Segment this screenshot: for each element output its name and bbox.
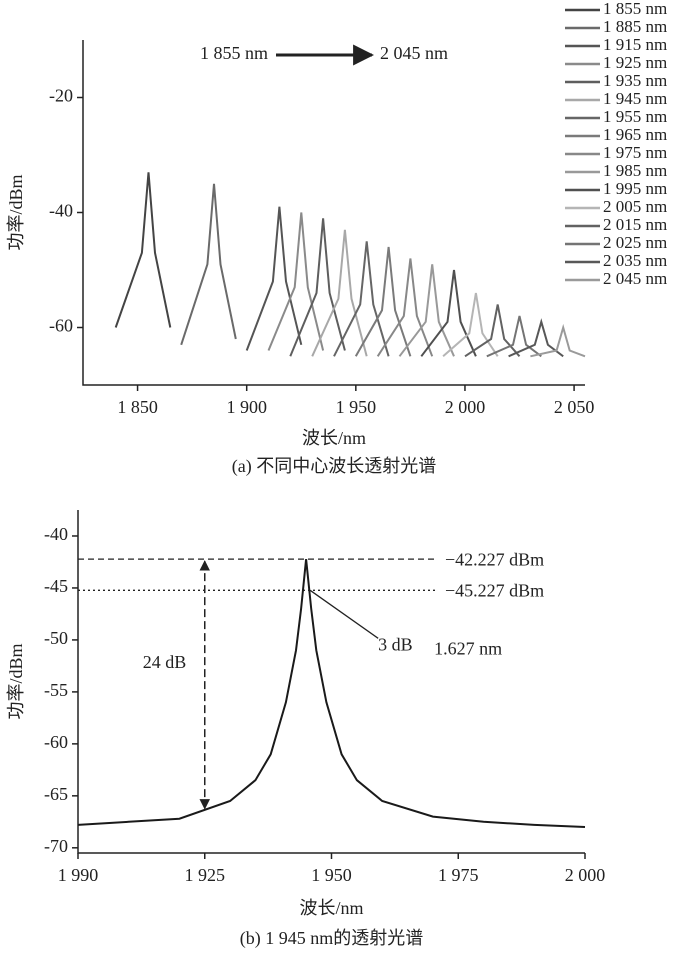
pointer-line [309,589,379,639]
spectrum-line [464,304,521,358]
legend-label: 2 035 nm [603,251,667,270]
legend-label: 1 915 nm [603,35,667,54]
x-tick-label: 2 000 [565,865,606,885]
spectrum-line [486,315,542,358]
y-tick-label: -65 [44,784,68,804]
spectrum-line [289,218,346,357]
axis-line [82,40,585,386]
bandwidth-level: 3 dB [378,634,413,654]
x-tick-label: 1 990 [58,865,99,885]
spectrum-line [267,212,325,351]
y-tick-label: -55 [44,680,68,700]
legend-label: 1 995 nm [603,179,667,198]
spectrum-line [77,558,586,828]
spectrum-line [398,264,455,357]
y-tick-label: -40 [49,201,73,221]
legend-label: 1 885 nm [603,17,667,36]
spectrum-line [311,229,368,357]
legend-label: 2 015 nm [603,215,667,234]
spectrum-line [442,292,499,358]
spectrum-line [354,246,412,357]
spectrum-line [530,323,586,358]
spectrum-line [508,318,564,358]
y-tick-label: -60 [44,732,68,752]
x-tick-label: 2 050 [554,397,595,417]
y-tick-label: -50 [44,628,68,648]
spectrum-line [420,269,477,357]
y-axis-label: 功率/dBm [6,643,26,719]
legend-label: 1 965 nm [603,125,667,144]
legend-label: 2 005 nm [603,197,667,216]
reference-label: −45.227 dBm [445,580,544,600]
x-tick-label: 1 850 [117,397,158,417]
x-axis-label: 波长/nm [302,428,366,448]
spectrum-line [114,172,172,328]
legend-label: 1 975 nm [603,143,667,162]
y-axis-label: 功率/dBm [6,174,26,250]
annotation-to: 2 045 nm [380,43,448,63]
legend-label: 1 855 nm [603,0,667,18]
y-tick-label: -20 [49,86,73,106]
legend-label: 2 045 nm [603,269,667,288]
caption: (a) 不同中心波长透射光谱 [232,456,436,477]
x-tick-label: 1 975 [438,865,479,885]
x-axis-label: 波长/nm [299,898,363,918]
legend-label: 1 935 nm [603,71,667,90]
y-tick-label: -60 [49,316,73,336]
spectrum-line [245,206,303,351]
legend-label: 1 955 nm [603,107,667,126]
y-tick-label: -70 [44,836,68,856]
legend-label: 2 025 nm [603,233,667,252]
bandwidth-width: 1.627 nm [434,638,502,658]
legend-label: 1 925 nm [603,53,667,72]
x-tick-label: 1 950 [311,865,352,885]
x-tick-label: 2 000 [445,397,486,417]
spectrum-line [180,183,237,346]
y-tick-label: -45 [44,576,68,596]
spectrum-line [333,241,390,357]
x-tick-label: 1 925 [185,865,226,885]
difference-label: 24 dB [143,652,187,672]
legend-label: 1 945 nm [603,89,667,108]
x-tick-label: 1 900 [226,397,267,417]
reference-label: −42.227 dBm [445,549,544,569]
caption: (b) 1 945 nm的透射光谱 [240,928,424,949]
annotation-from: 1 855 nm [200,43,268,63]
y-tick-label: -40 [44,524,68,544]
legend-label: 1 985 nm [603,161,667,180]
x-tick-label: 1 950 [336,397,377,417]
spectrum-line [376,258,434,357]
